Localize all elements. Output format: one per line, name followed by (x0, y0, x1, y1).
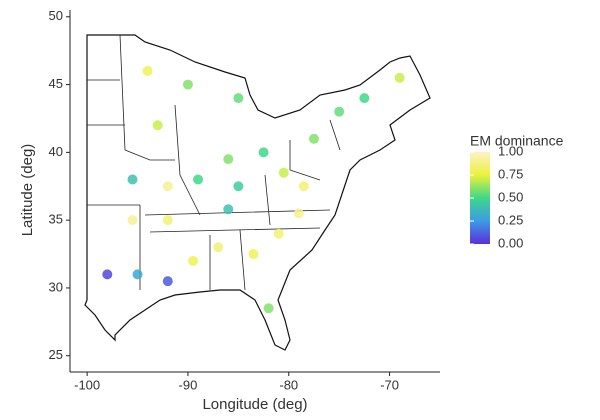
x-tick-label: -70 (380, 377, 399, 392)
land-outline (84, 34, 431, 351)
point (132, 269, 143, 280)
colorbar-tick-label: 1.00 (498, 143, 523, 158)
point (233, 181, 244, 192)
point (258, 147, 269, 158)
x-tick-label: -80 (279, 377, 298, 392)
point (142, 66, 153, 77)
y-tick-label: 35 (49, 212, 63, 227)
colorbar-tick-label: 0.75 (498, 166, 523, 181)
x-tick-label: -100 (74, 377, 100, 392)
colorbar-tick-label: 0.50 (498, 189, 523, 204)
point (248, 249, 259, 260)
y-tick-label: 30 (49, 279, 63, 294)
colorbar-tick-label: 0.25 (498, 212, 523, 227)
y-tick-label: 25 (49, 347, 63, 362)
point (233, 93, 244, 104)
point (213, 242, 224, 253)
y-tick-label: 40 (49, 144, 63, 159)
point (162, 215, 173, 226)
colorbar (470, 152, 490, 244)
state-lines (87, 34, 341, 291)
y-tick-label: 50 (49, 8, 63, 23)
point (223, 204, 234, 215)
point (193, 174, 204, 185)
point (187, 255, 198, 266)
point (162, 276, 173, 287)
point (293, 208, 304, 219)
point (127, 174, 138, 185)
x-tick-label: -90 (179, 377, 198, 392)
x-axis-label: Longitude (deg) (202, 396, 307, 413)
point (182, 79, 193, 90)
point (263, 303, 274, 314)
point (152, 120, 163, 131)
point (102, 269, 113, 280)
point (308, 133, 319, 144)
point (273, 228, 284, 239)
point (298, 181, 309, 192)
point (359, 93, 370, 104)
point (223, 154, 234, 165)
y-tick-label: 45 (49, 76, 63, 91)
point (394, 72, 405, 83)
y-axis-label: Latitude (deg) (19, 144, 36, 237)
point (278, 167, 289, 178)
colorbar-tick-label: 0.00 (498, 235, 523, 250)
legend-title: EM dominance (470, 133, 564, 149)
point (127, 215, 138, 226)
point (162, 181, 173, 192)
point (334, 106, 345, 117)
